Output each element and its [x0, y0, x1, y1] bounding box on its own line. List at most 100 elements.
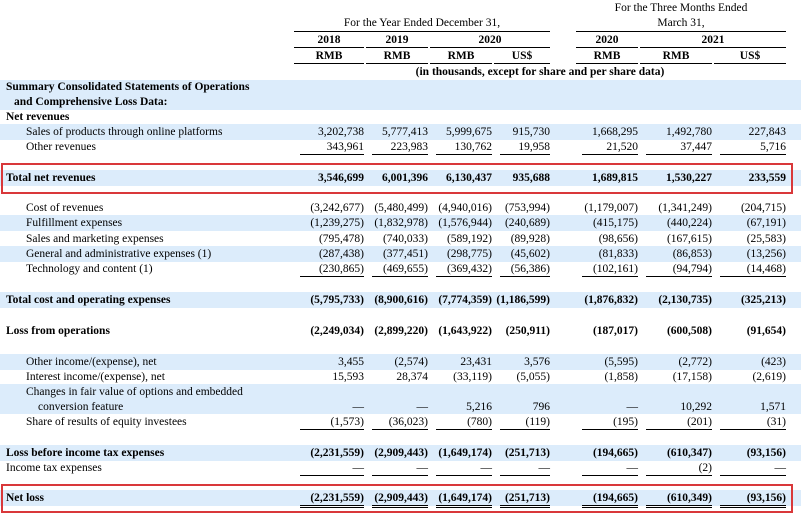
- cell-other-income-4: (5,595): [576, 355, 638, 369]
- row-label-fulfillment: Fulfillment expenses: [26, 217, 123, 229]
- cell-cost-rev-5: (1,341,249): [640, 201, 712, 215]
- cell-interest-1: 28,374: [366, 370, 428, 384]
- cell-total-cost-5: (2,130,735): [640, 293, 712, 307]
- value: (67,191): [746, 217, 786, 229]
- stripe: [0, 354, 801, 370]
- cell-fair-value-6: 1,571: [714, 400, 786, 414]
- value: (610,349): [646, 491, 712, 508]
- cell-other-rev-6: 5,716: [714, 140, 786, 155]
- row-label-loss-from-operations: Loss from operations: [6, 325, 110, 337]
- cell-loss-before-tax-6: (93,156): [714, 446, 786, 460]
- value: (1,649,174): [438, 447, 492, 459]
- value: 23,431: [460, 356, 492, 368]
- cell-tax-4: —: [576, 461, 638, 476]
- value: (45,602): [510, 248, 550, 260]
- cell-tax-3: —: [494, 461, 550, 476]
- cell-other-income-3: 3,576: [494, 355, 550, 369]
- cell-loss-before-tax-0: (2,231,559): [294, 446, 364, 460]
- cell-total-cost-6: (325,213): [714, 293, 786, 307]
- value: (440,224): [666, 217, 712, 229]
- value: (5,595): [604, 356, 638, 368]
- cell-tech-1: (469,655): [366, 262, 428, 277]
- cell-ga-6: (13,256): [714, 247, 786, 261]
- value: 130,762: [436, 140, 492, 155]
- value: —: [352, 401, 365, 413]
- value: 1,530,227: [666, 172, 712, 184]
- year-2018: 2018: [317, 34, 341, 46]
- cell-ga-5: (86,853): [640, 247, 712, 261]
- cell-ga-0: (287,438): [294, 247, 364, 261]
- cell-sales-3: 915,730: [494, 125, 550, 139]
- cell-loss-ops-0: (2,249,034): [294, 324, 364, 338]
- highlight-box-net-loss: [1, 484, 793, 513]
- value: (14,468): [720, 262, 786, 277]
- value: —: [300, 461, 364, 476]
- value: (25,583): [746, 233, 786, 245]
- value: (325,213): [740, 294, 786, 306]
- value: (1,341,249): [658, 202, 712, 214]
- value: (1,858): [604, 371, 638, 383]
- header-rule: [294, 63, 364, 64]
- cell-equity-5: (201): [640, 415, 712, 430]
- cell-loss-ops-3: (250,911): [494, 324, 550, 338]
- row-label-income-tax: Income tax expenses: [6, 462, 102, 474]
- cell-loss-before-tax-4: (194,665): [576, 446, 638, 460]
- cell-loss-ops-5: (600,508): [640, 324, 712, 338]
- cell-sales-mkt-2: (589,192): [430, 232, 492, 246]
- value: (1,876,832): [584, 294, 638, 306]
- header-rule: [494, 63, 550, 64]
- cell-net-loss-0: (2,231,559): [294, 491, 364, 508]
- row-label-technology: Technology and content (1): [26, 263, 153, 275]
- value: 343,961: [300, 140, 364, 155]
- value: 19,958: [500, 140, 550, 155]
- value: (17,158): [672, 371, 712, 383]
- quarter-group-header-line2: March 31,: [657, 17, 705, 29]
- value: (36,023): [372, 415, 428, 430]
- value: 5,999,675: [446, 126, 492, 138]
- value: (201): [646, 415, 712, 430]
- cell-tech-4: (102,161): [576, 262, 638, 277]
- cell-cost-rev-3: (753,994): [494, 201, 550, 215]
- value: (2,909,443): [372, 491, 428, 508]
- cell-cost-rev-6: (204,715): [714, 201, 786, 215]
- value: (56,386): [500, 262, 550, 277]
- cell-total-rev-2: 6,130,437: [430, 171, 492, 185]
- cell-sales-mkt-5: (167,615): [640, 232, 712, 246]
- cell-total-cost-3: (1,186,599): [494, 293, 550, 307]
- cell-equity-1: (36,023): [366, 415, 428, 430]
- currency-rmb: RMB: [593, 50, 621, 62]
- cell-other-income-1: (2,574): [366, 355, 428, 369]
- row-label-interest: Interest income/(expense), net: [26, 371, 165, 383]
- currency-rmb: RMB: [662, 50, 690, 62]
- header-rule: [576, 47, 638, 48]
- cell-interest-5: (17,158): [640, 370, 712, 384]
- value: (4,940,016): [438, 202, 492, 214]
- value: (2,249,034): [310, 325, 364, 337]
- value: 5,216: [466, 401, 492, 413]
- value: 1,492,780: [666, 126, 712, 138]
- value: 5,716: [720, 140, 786, 155]
- cell-net-loss-3: (251,713): [494, 491, 550, 508]
- value: (119): [500, 415, 550, 430]
- row-label-sales: Sales of products through online platfor…: [26, 126, 223, 138]
- row-label-fair-value-cont: conversion feature: [38, 401, 124, 413]
- value: (469,655): [372, 262, 428, 277]
- value: 3,576: [524, 356, 550, 368]
- quarter-2020: 2020: [595, 34, 619, 46]
- value: (89,928): [510, 233, 550, 245]
- value: 15,593: [332, 371, 364, 383]
- cell-net-loss-5: (610,349): [640, 491, 712, 508]
- value: (753,994): [504, 202, 550, 214]
- cell-net-loss-4: (194,665): [576, 491, 638, 508]
- stripe: [0, 215, 801, 231]
- value: 223,983: [372, 140, 428, 155]
- cell-interest-4: (1,858): [576, 370, 638, 384]
- cell-ga-1: (377,451): [366, 247, 428, 261]
- value: 28,374: [396, 371, 428, 383]
- cell-cost-rev-0: (3,242,677): [294, 201, 364, 215]
- value: —: [372, 461, 428, 476]
- header-rule: [640, 47, 786, 48]
- value: —: [500, 461, 550, 476]
- value: (2,231,559): [310, 447, 364, 459]
- cell-loss-ops-4: (187,017): [576, 324, 638, 338]
